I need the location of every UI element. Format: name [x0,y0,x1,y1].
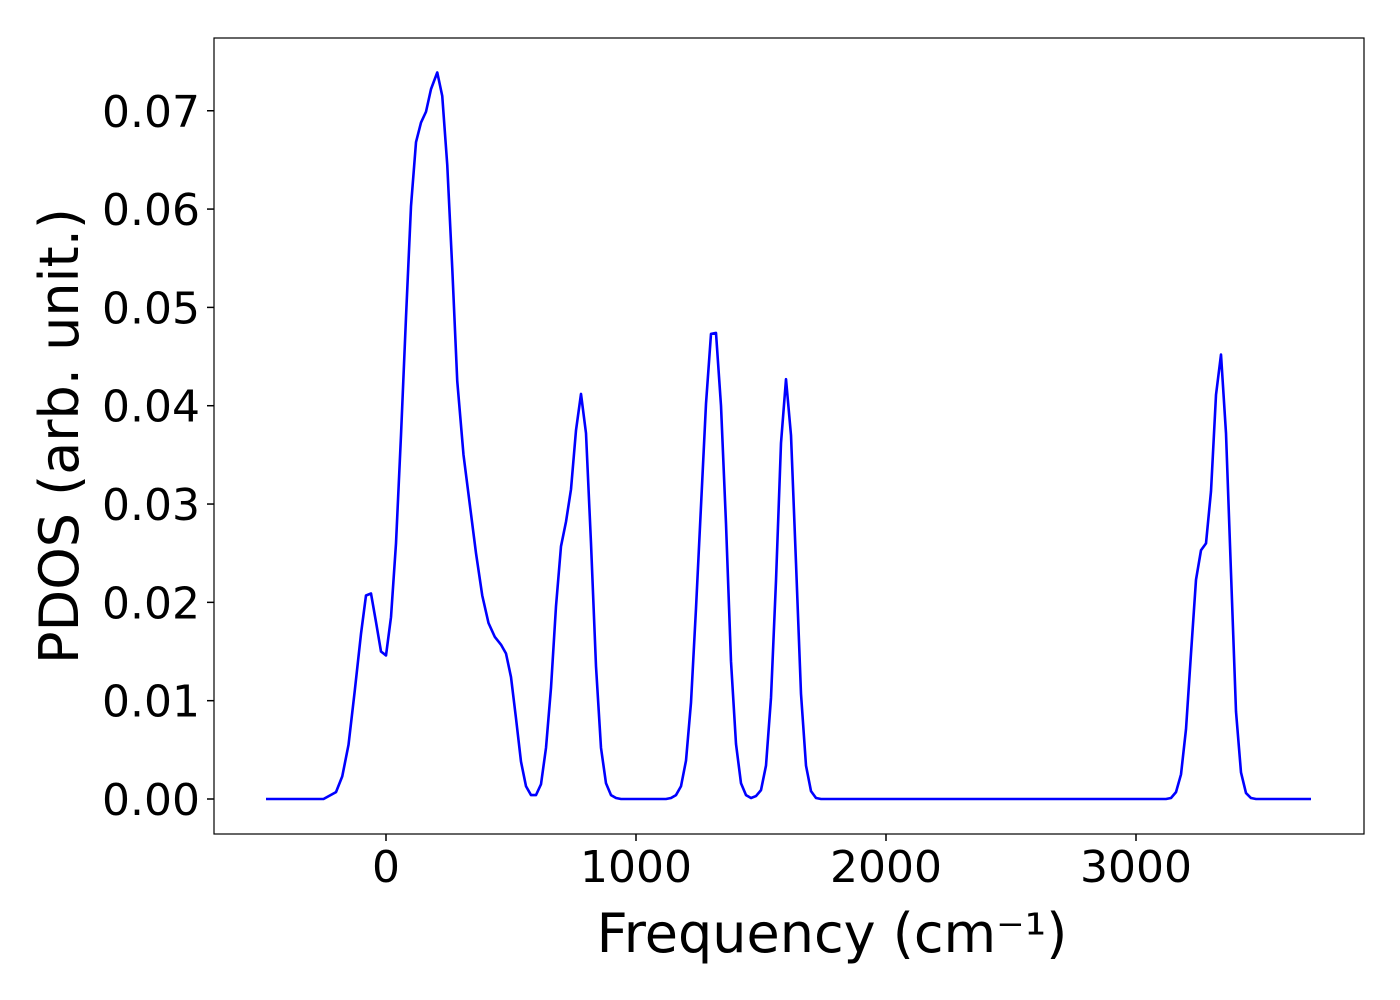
y-tick-label: 0.04 [102,382,200,433]
y-tick-label: 0.06 [102,185,200,236]
y-tick-label: 0.02 [102,578,200,629]
y-tick-label: 0.05 [102,283,200,334]
y-tick-label: 0.00 [102,775,200,826]
y-tick-label: 0.03 [102,480,200,531]
x-tick-label: 1000 [580,842,692,893]
data-line [266,71,1311,801]
x-tick-label: 2000 [830,842,942,893]
x-axis-label: Frequency (cm⁻¹) [597,902,1068,965]
y-tick-label: 0.07 [102,87,200,138]
plot-frame [213,37,1365,835]
y-tick-label: 0.01 [102,677,200,728]
y-axis-label: PDOS (arb. unit.) [28,208,91,664]
x-tick-label: 3000 [1080,842,1192,893]
x-tick-label: 0 [372,842,400,893]
